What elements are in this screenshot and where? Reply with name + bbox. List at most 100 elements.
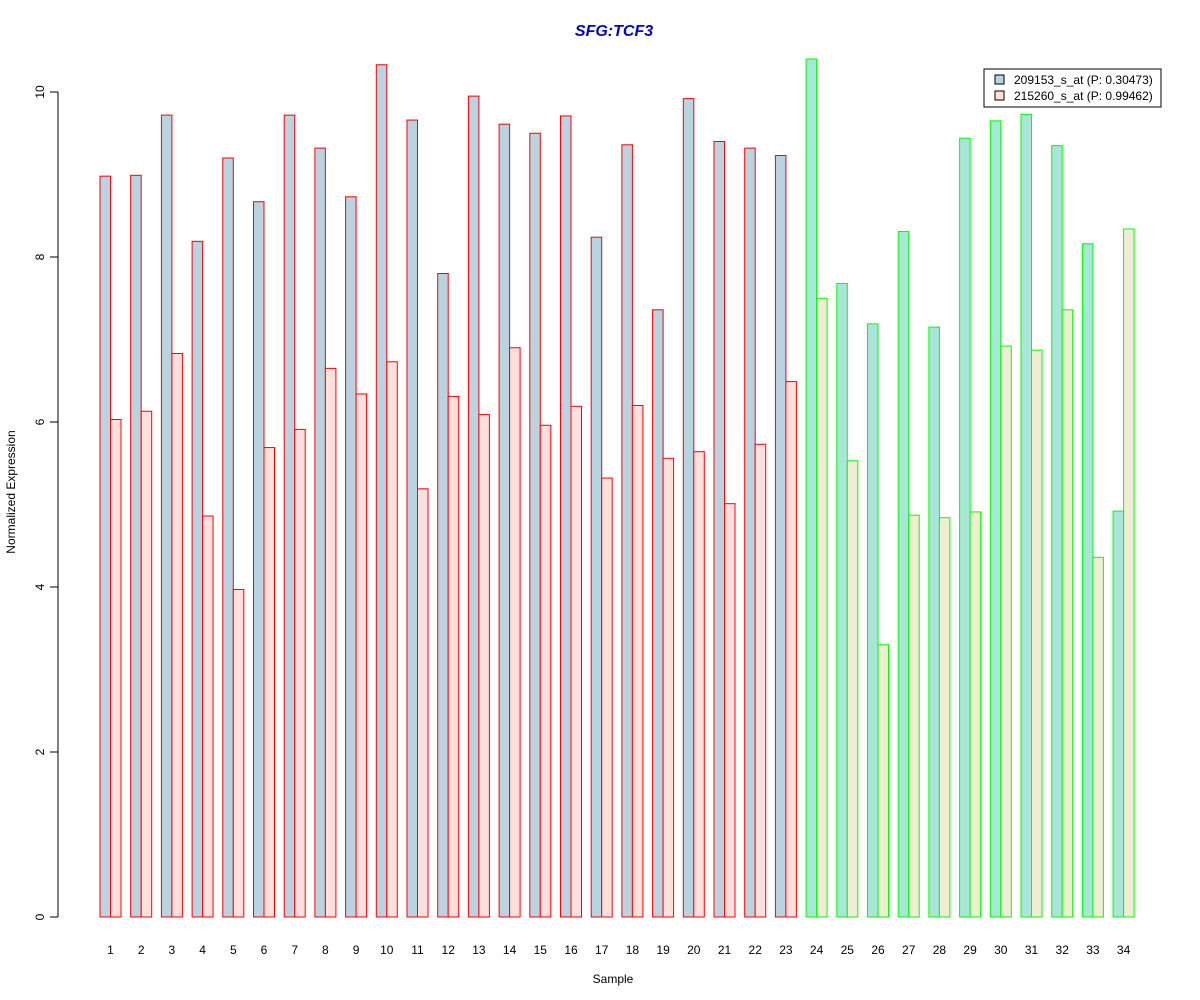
bar-sample-14-series-2 [509,347,521,918]
bar-sample-20-series-2 [693,451,705,918]
bar-sample-21-series-1 [713,141,725,918]
y-tick-label: 10 [33,85,47,99]
bar-sample-10-series-1 [375,64,388,918]
bar-sample-13-series-2 [478,414,490,918]
bar-sample-21-series-2 [724,503,736,918]
x-tick-label: 15 [534,943,548,957]
bar-sample-11-series-1 [406,119,418,918]
x-tick-label: 12 [442,943,456,957]
bar-sample-18-series-1 [621,144,633,918]
bar-sample-2-series-1 [130,174,142,918]
bar-sample-28-series-2 [938,517,951,918]
x-tick-label: 8 [322,943,329,957]
bar-sample-14-series-1 [498,123,511,918]
y-tick-label: 6 [33,418,47,425]
bar-sample-23-series-2 [785,381,797,918]
bar-sample-11-series-2 [417,488,429,918]
x-tick-label: 21 [718,943,732,957]
bar-sample-17-series-2 [601,477,613,918]
x-tick-label: 19 [656,943,670,957]
bar-sample-1-series-1 [99,175,111,918]
bar-sample-23-series-1 [774,155,787,918]
y-tick-label: 4 [33,583,47,590]
bar-sample-31-series-2 [1031,349,1043,918]
x-tick-label: 22 [749,943,763,957]
bar-sample-15-series-1 [529,132,541,918]
y-tick-label: 0 [33,913,47,920]
bar-sample-12-series-2 [447,395,460,918]
x-tick-label: 17 [595,943,609,957]
x-tick-label: 4 [199,943,206,957]
x-tick-label: 9 [353,943,360,957]
legend-label: 209153_s_at (P: 0.30473) [1014,73,1153,87]
bar-sample-29-series-1 [959,137,971,918]
bar-sample-18-series-2 [631,405,644,918]
bar-sample-5-series-2 [232,588,245,918]
x-tick-label: 2 [138,943,145,957]
x-tick-label: 3 [169,943,176,957]
bar-sample-24-series-2 [816,297,828,918]
x-tick-label: 31 [1025,943,1039,957]
bar-sample-33-series-2 [1092,556,1104,918]
bar-sample-3-series-1 [160,114,173,918]
bar-sample-2-series-2 [140,410,153,918]
chart-title: SFG:TCF3 [575,23,653,40]
bar-sample-8-series-2 [324,367,337,918]
bar-sample-33-series-1 [1081,243,1094,918]
bar-sample-24-series-1 [805,58,818,918]
bar-sample-30-series-2 [1000,345,1012,918]
bar-sample-1-series-2 [110,419,122,918]
x-tick-label: 24 [810,943,824,957]
bar-sample-26-series-1 [867,323,879,918]
x-tick-label: 30 [994,943,1008,957]
bar-sample-9-series-2 [355,393,368,918]
x-tick-label: 5 [230,943,237,957]
bar-sample-26-series-2 [877,644,889,918]
x-tick-label: 7 [291,943,298,957]
bar-group [99,58,1135,918]
y-axis: 0 2 4 6 8 10 [33,85,59,920]
legend-swatch [994,74,1005,85]
bar-sample-6-series-1 [253,201,265,918]
bar-sample-8-series-1 [314,147,326,918]
bar-sample-7-series-1 [283,114,296,918]
bar-sample-25-series-2 [846,460,859,918]
bar-sample-9-series-1 [345,196,357,918]
x-tick-label: 28 [933,943,947,957]
bar-sample-6-series-2 [263,447,275,918]
bar-sample-19-series-2 [662,457,675,918]
x-tick-label: 20 [687,943,701,957]
x-tick-label: 25 [841,943,855,957]
x-tick-label: 6 [261,943,268,957]
bar-sample-29-series-2 [969,511,982,918]
bar-sample-3-series-2 [171,353,183,918]
x-tick-label: 32 [1056,943,1070,957]
bar-sample-4-series-1 [191,240,204,918]
bar-sample-34-series-2 [1123,228,1135,918]
legend-label: 215260_s_at (P: 0.99462) [1014,89,1153,103]
y-tick-label: 8 [33,253,47,260]
x-tick-label: 23 [779,943,793,957]
legend-swatch [994,90,1005,101]
bar-sample-27-series-2 [908,514,920,918]
legend-box [983,68,1162,108]
bar-sample-32-series-2 [1061,309,1074,918]
x-tick-label: 13 [472,943,486,957]
bar-sample-5-series-1 [222,157,234,918]
x-tick-label: 11 [411,943,424,957]
bar-sample-31-series-1 [1020,113,1032,918]
bar-sample-22-series-2 [754,443,767,918]
bar-sample-15-series-2 [539,424,552,918]
x-tick-label: 33 [1086,943,1100,957]
bar-sample-16-series-2 [570,405,582,918]
x-tick-labels: 1 2 3 4 5 6 7 8 9 10 11 12 13 14 15 16 17 18 19 20 21 22 23 24 2… [107,943,1130,957]
x-tick-label: 14 [503,943,517,957]
y-axis-label: Normalized Expression [4,430,18,553]
x-tick-label: 16 [564,943,578,957]
bar-sample-22-series-1 [744,147,756,918]
y-tick-label: 2 [33,748,47,755]
x-tick-label: 34 [1117,943,1131,957]
bar-sample-4-series-2 [202,515,214,918]
bar-sample-19-series-1 [652,309,664,918]
